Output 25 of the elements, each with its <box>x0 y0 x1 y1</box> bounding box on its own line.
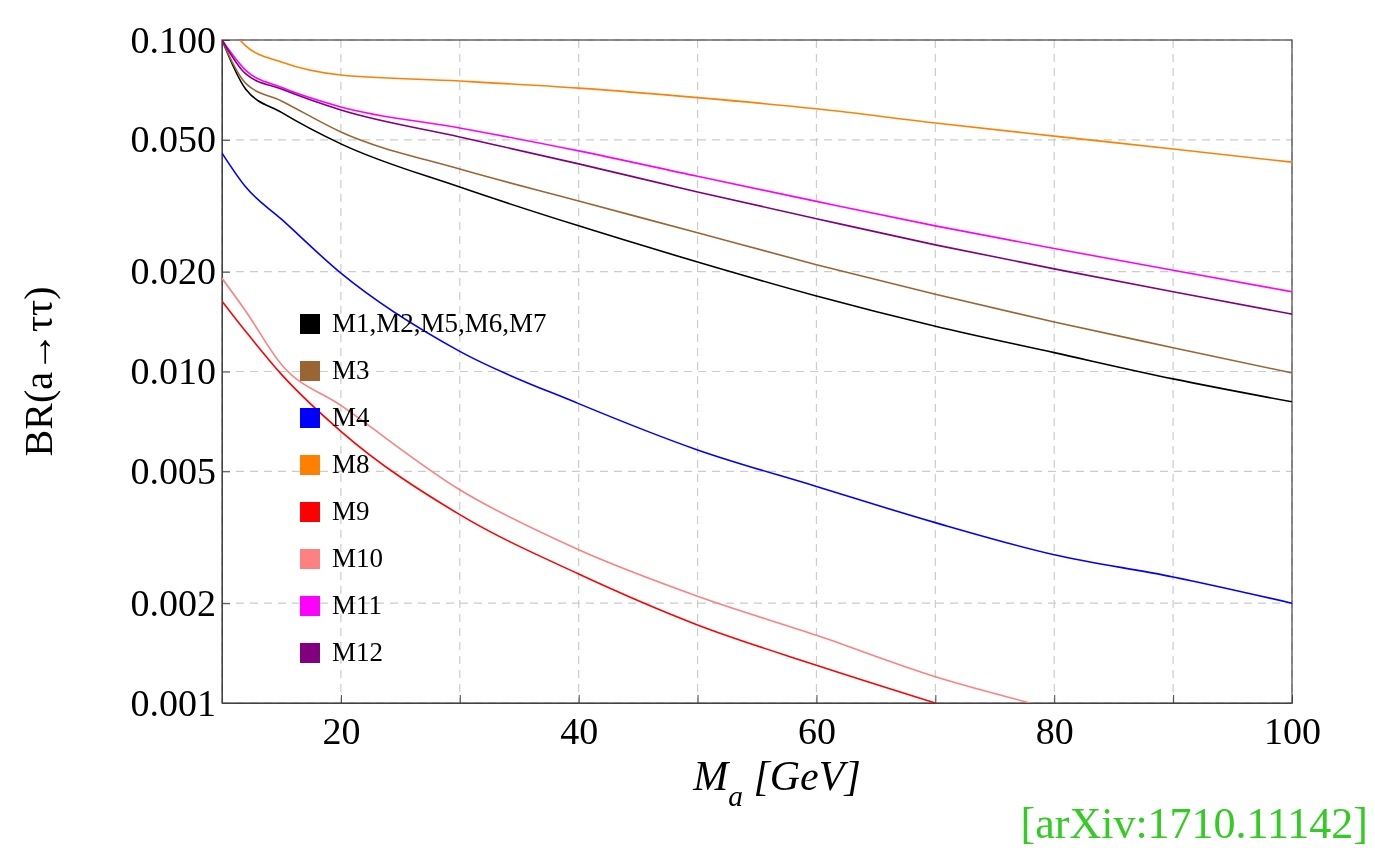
y-tick-label: 0.005 <box>130 449 216 492</box>
y-tick-label: 0.001 <box>130 681 216 724</box>
x-tick-label: 20 <box>322 709 361 752</box>
x-tick-label: 60 <box>797 709 836 752</box>
x-axis-title: M$_{a}$ [GeV] <box>692 753 861 812</box>
y-tick-label: 0.050 <box>130 118 216 161</box>
legend-label: M12 <box>332 637 384 667</box>
line-series <box>222 277 1032 703</box>
line-series <box>222 300 937 703</box>
y-axis-title: BR(a→ττ) <box>16 286 61 457</box>
x-tick-label: 40 <box>560 709 599 752</box>
y-tick-label: 0.010 <box>130 350 216 393</box>
legend-label: M10 <box>332 543 384 573</box>
line-series <box>239 40 1292 163</box>
y-tick-label: 0.002 <box>130 581 216 624</box>
text: [arXiv:1710.11142] <box>1020 799 1368 848</box>
legend-label: M4 <box>332 402 371 432</box>
legend-label: M8 <box>332 449 370 479</box>
y-tick-label: 0.100 <box>130 18 216 61</box>
legend-label: M3 <box>332 355 370 385</box>
x-tick-label: 80 <box>1035 709 1074 752</box>
y-tick-label: 0.020 <box>130 250 216 293</box>
legend-label: M9 <box>332 496 370 526</box>
x-tick-label: 100 <box>1264 709 1321 752</box>
legend-label: M11 <box>332 590 383 620</box>
